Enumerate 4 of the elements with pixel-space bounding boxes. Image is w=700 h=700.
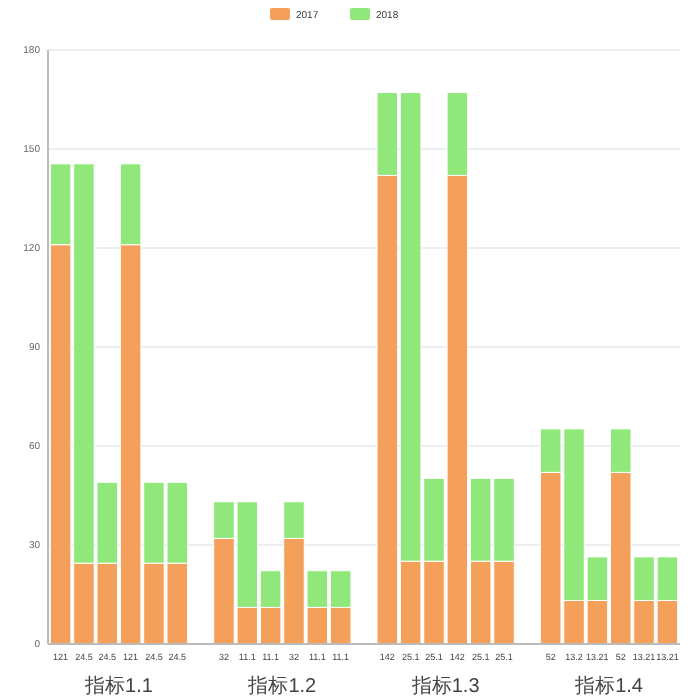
text: 指标1.1 xyxy=(83,674,154,698)
text: 指标1.3 xyxy=(409,674,481,698)
text: 指标1.4 xyxy=(573,674,644,698)
text: 指标1.2 xyxy=(246,674,318,698)
